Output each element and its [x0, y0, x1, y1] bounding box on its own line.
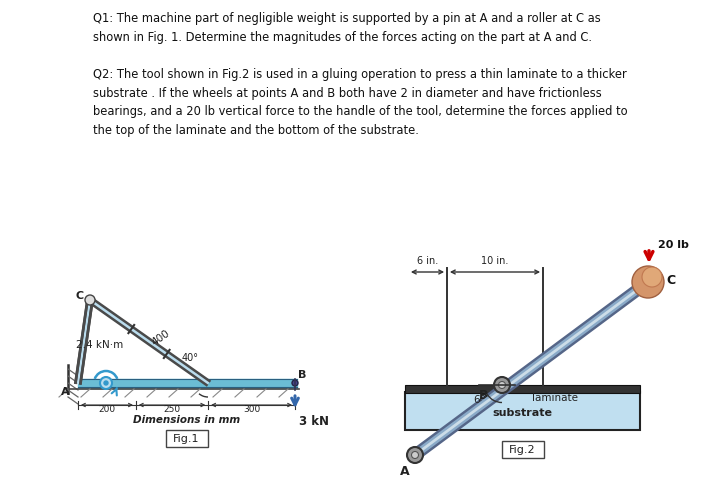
Text: Q1: The machine part of negligible weight is supported by a pin at A and a rolle: Q1: The machine part of negligible weigh… [93, 12, 600, 43]
Text: C: C [666, 274, 675, 287]
Circle shape [498, 381, 505, 389]
Circle shape [100, 377, 112, 389]
Circle shape [494, 377, 510, 393]
Bar [405, 385, 640, 393]
Text: 6 in.: 6 in. [417, 256, 438, 266]
Text: Dimensions in mm: Dimensions in mm [133, 415, 240, 425]
Circle shape [412, 452, 418, 458]
Text: A: A [400, 465, 410, 478]
Text: Fig.1: Fig.1 [174, 434, 199, 444]
Circle shape [292, 380, 298, 386]
Text: 40°: 40° [181, 353, 199, 363]
Text: 400: 400 [150, 328, 172, 348]
Circle shape [642, 267, 662, 287]
Bar [405, 392, 640, 430]
Text: B: B [480, 389, 489, 402]
Text: substrate: substrate [492, 408, 552, 418]
Text: A: A [61, 387, 70, 397]
Bar [78, 379, 297, 388]
Text: 3 kN: 3 kN [299, 415, 329, 428]
FancyBboxPatch shape [166, 430, 207, 447]
Text: 60°: 60° [473, 395, 491, 405]
Circle shape [407, 447, 423, 463]
Text: Fig.2: Fig.2 [509, 445, 536, 455]
Text: 2.4 kN·m: 2.4 kN·m [76, 340, 123, 350]
Text: 300: 300 [243, 405, 260, 414]
Text: C: C [76, 291, 84, 301]
Text: laminate: laminate [532, 393, 578, 403]
Text: 200: 200 [99, 405, 115, 414]
Circle shape [85, 295, 95, 305]
Text: B: B [298, 370, 307, 380]
Text: Q2: The tool shown in Fig.2 is used in a gluing operation to press a thin lamina: Q2: The tool shown in Fig.2 is used in a… [93, 68, 628, 137]
Polygon shape [89, 298, 210, 385]
Circle shape [632, 266, 664, 298]
Text: 250: 250 [163, 405, 181, 414]
Text: 20 lb: 20 lb [658, 240, 689, 250]
Polygon shape [76, 300, 92, 383]
FancyBboxPatch shape [502, 441, 544, 458]
Text: 10 in.: 10 in. [481, 256, 509, 266]
Circle shape [104, 381, 108, 385]
